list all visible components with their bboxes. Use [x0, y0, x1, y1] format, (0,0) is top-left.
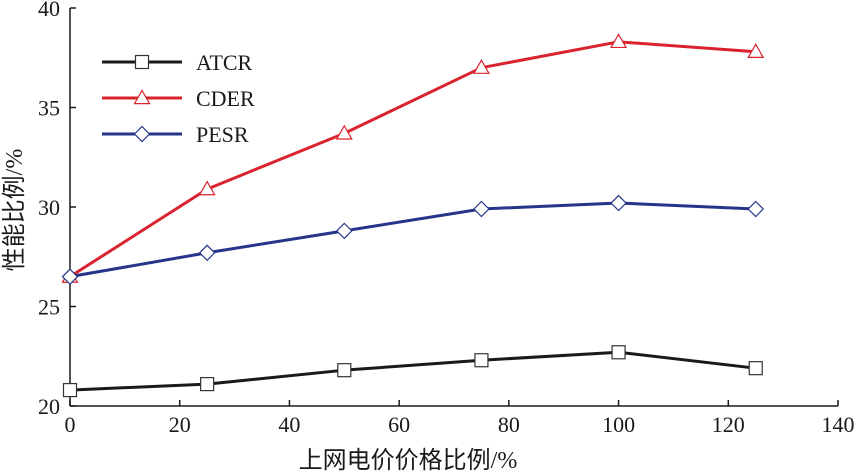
data-point-pesr — [61, 268, 79, 285]
data-point-cder — [198, 180, 216, 196]
legend-label-cder: CDER — [196, 86, 255, 111]
legend-label-atcr: ATCR — [196, 50, 253, 75]
y-tick-label: 30 — [38, 195, 60, 220]
series-line-atcr — [69, 350, 756, 392]
y-tick-label: 35 — [38, 96, 60, 121]
y-tick-label: 25 — [38, 295, 60, 320]
series-layer — [61, 33, 765, 398]
legend-marker-atcr — [134, 54, 150, 70]
data-point-atcr — [62, 382, 78, 398]
x-tick-label: 140 — [822, 412, 855, 437]
data-point-pesr — [747, 200, 765, 218]
x-tick-label: 60 — [388, 412, 410, 437]
legend-item-cder: CDER — [102, 86, 255, 111]
data-point-cder — [335, 124, 353, 140]
series-pesr — [61, 194, 765, 285]
data-point-atcr — [611, 345, 626, 360]
data-point-pesr — [610, 194, 627, 212]
data-point-atcr — [200, 377, 215, 392]
x-axis-title: 上网电价价格比例/% — [299, 447, 518, 474]
series-line-cder — [69, 40, 756, 278]
x-tick-label: 100 — [602, 412, 635, 437]
x-tick-label: 80 — [498, 412, 520, 437]
legend-label-pesr: PESR — [196, 122, 249, 147]
data-point-pesr — [335, 222, 353, 240]
data-point-cder — [747, 43, 765, 59]
y-axis-title: 性能比例/% — [1, 149, 28, 272]
legend-item-atcr: ATCR — [102, 50, 253, 75]
y-tick-label: 40 — [38, 0, 60, 21]
legend: ATCR CDER PESR — [102, 50, 255, 147]
y-tick-label: 20 — [38, 394, 60, 419]
x-tick-label: 40 — [278, 412, 300, 437]
x-tick-label: 20 — [169, 412, 191, 437]
series-cder — [61, 33, 765, 283]
data-point-cder — [472, 58, 490, 74]
data-point-pesr — [198, 244, 216, 262]
x-tick-label: 120 — [712, 412, 745, 437]
legend-marker-cder — [133, 89, 151, 105]
data-point-pesr — [473, 200, 490, 218]
data-point-cder — [610, 33, 628, 49]
data-point-atcr — [748, 361, 763, 376]
x-tick-label: 0 — [65, 412, 76, 437]
data-point-atcr — [474, 353, 489, 368]
legend-marker-pesr — [133, 125, 151, 143]
data-point-atcr — [337, 363, 352, 378]
series-atcr — [62, 345, 763, 398]
series-line-pesr — [69, 201, 756, 279]
legend-item-pesr: PESR — [102, 122, 249, 147]
